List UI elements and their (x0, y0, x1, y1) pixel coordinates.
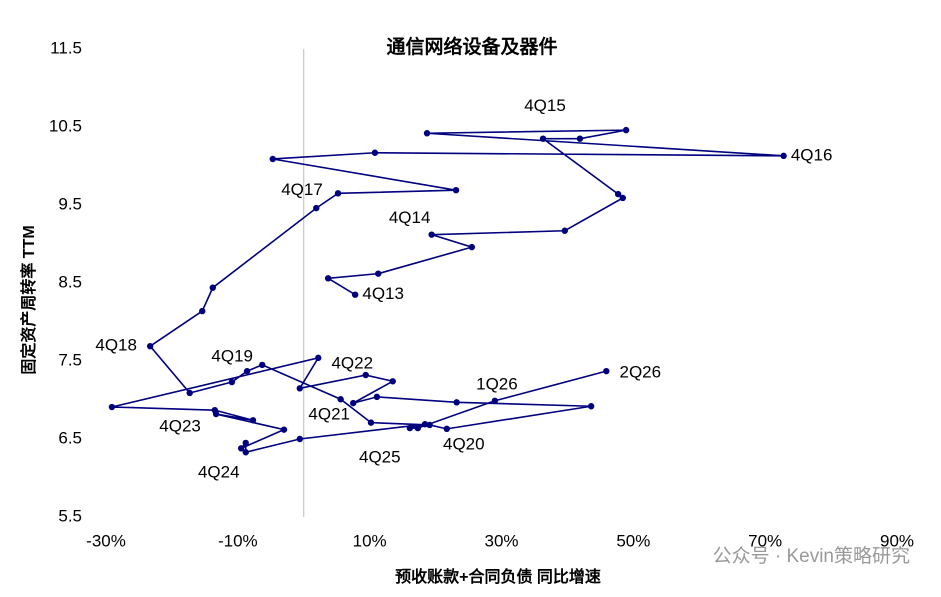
x-tick-label: 30% (484, 531, 518, 550)
data-point (389, 378, 396, 385)
data-point (423, 130, 431, 137)
data-point (237, 445, 245, 452)
point-label: 4Q21 (308, 405, 350, 424)
data-point (296, 385, 303, 392)
data-point (780, 152, 787, 160)
data-point (576, 135, 584, 142)
data-point (367, 419, 375, 426)
point-label: 4Q24 (198, 463, 240, 482)
data-point (349, 399, 357, 407)
x-tick-label: -30% (86, 531, 126, 550)
data-point (313, 204, 320, 212)
point-label: 4Q18 (95, 336, 137, 355)
trajectory-line (111, 129, 784, 454)
y-tick-label: 8.5 (58, 272, 82, 291)
data-point (108, 403, 116, 411)
data-point (539, 135, 547, 142)
data-point (146, 342, 154, 350)
data-point (259, 361, 266, 369)
data-point (334, 190, 342, 197)
data-point (324, 275, 332, 282)
data-point (468, 243, 476, 251)
y-tick-label: 11.5 (50, 38, 82, 57)
point-label: 4Q13 (362, 284, 404, 303)
data-point (337, 396, 344, 403)
point-label: 4Q22 (331, 353, 373, 372)
point-label: 4Q14 (389, 208, 431, 227)
data-point (242, 439, 249, 447)
data-point (421, 420, 429, 428)
y-tick-label: 10.5 (49, 116, 82, 135)
data-point (242, 449, 249, 456)
data-point (371, 149, 379, 156)
x-tick-label: 90% (880, 531, 914, 550)
data-point (561, 227, 568, 234)
data-point (212, 410, 220, 418)
point-label: 4Q19 (211, 346, 253, 365)
data-point (428, 231, 435, 238)
x-tick-label: 50% (616, 531, 650, 550)
point-label: 4Q25 (359, 448, 401, 467)
data-point (373, 393, 381, 401)
x-tick-label: -10% (218, 531, 258, 550)
data-point (249, 417, 257, 424)
point-label: 4Q20 (443, 434, 485, 453)
y-tick-label: 7.5 (58, 350, 82, 369)
x-tick-label: 10% (353, 531, 387, 550)
data-point (228, 378, 236, 386)
data-point (414, 424, 421, 432)
data-point (186, 389, 193, 397)
point-label: 2Q26 (620, 363, 662, 382)
x-tick-label: 70% (748, 531, 782, 550)
x-axis-title: 预收账款+合同负债 同比增速 (395, 567, 601, 586)
data-point (614, 190, 622, 198)
y-axis-title: 固定资产周转率 TTM (19, 225, 38, 374)
data-point (269, 155, 276, 163)
data-point (491, 397, 499, 404)
chart-title: 通信网络设备及器件 (386, 35, 557, 58)
data-point (296, 435, 303, 443)
data-point (351, 291, 359, 298)
data-point (209, 284, 216, 291)
data-point (362, 371, 369, 379)
y-tick-label: 6.5 (58, 428, 82, 447)
data-point (443, 425, 450, 433)
data-point (243, 367, 251, 375)
data-point (452, 186, 460, 194)
data-point (603, 367, 610, 375)
data-point (587, 403, 595, 410)
data-point (453, 399, 460, 406)
watermark: 公众号 · Kevin策略研究 (713, 545, 910, 567)
y-tick-label: 9.5 (58, 194, 82, 213)
point-label: 4Q23 (159, 417, 201, 436)
data-point (315, 354, 322, 362)
data-point (406, 424, 414, 432)
point-label: 1Q26 (476, 374, 518, 393)
data-point (622, 126, 630, 134)
y-tick-label: 5.5 (58, 506, 82, 525)
point-label: 4Q17 (281, 180, 323, 199)
data-point (280, 426, 288, 433)
data-point (619, 194, 626, 202)
data-point (375, 270, 382, 277)
point-label: 4Q16 (791, 145, 833, 164)
point-label: 4Q15 (524, 96, 566, 115)
data-point (199, 307, 206, 315)
